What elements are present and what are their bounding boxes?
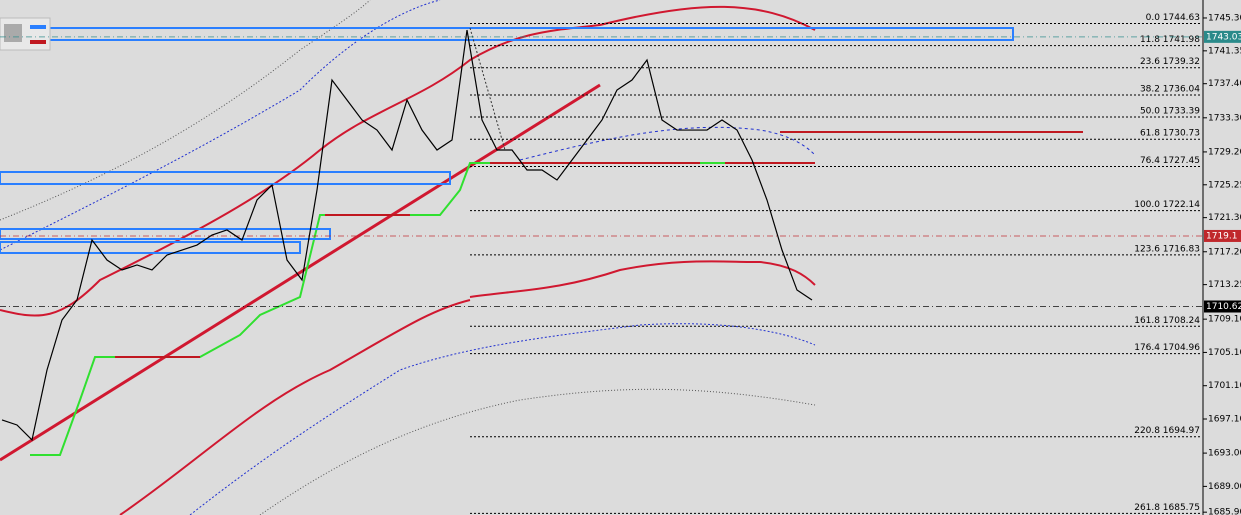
y-tick-label: 1713.25 — [1208, 280, 1241, 290]
y-tick-label: 1737.40 — [1208, 79, 1241, 89]
price-tag — [1204, 30, 1241, 43]
fib-level: 61.8 — [1140, 129, 1160, 139]
fib-price: 1694.97 — [1163, 426, 1200, 436]
y-tick-label: 1709.10 — [1208, 315, 1241, 325]
fib-level: 0.0 — [1146, 13, 1161, 23]
toolbox[interactable] — [0, 17, 51, 51]
price-tag-label: 1710.62 — [1206, 302, 1241, 312]
y-tick-label: 1733.30 — [1208, 113, 1241, 123]
fib-level: 161.8 — [1134, 316, 1160, 326]
fib-level: 76.4 — [1140, 156, 1160, 166]
fib-price: 1739.32 — [1163, 57, 1200, 67]
fib-level: 50.0 — [1140, 107, 1160, 117]
y-tick-label: 1729.20 — [1208, 147, 1241, 157]
fib-level: 261.8 — [1134, 503, 1160, 513]
price-tag-label: 1743.03 — [1206, 32, 1241, 42]
fib-price: 1708.24 — [1163, 316, 1200, 326]
fib-price: 1722.14 — [1163, 200, 1200, 210]
fib-price: 1704.96 — [1163, 343, 1200, 353]
fib-price: 1744.63 — [1163, 13, 1200, 23]
fib-level: 220.8 — [1134, 426, 1160, 436]
y-tick-label: 1701.10 — [1208, 381, 1241, 391]
fib-level: 38.2 — [1140, 85, 1160, 95]
fib-price: 1716.83 — [1163, 244, 1200, 254]
indicators — [0, 0, 1083, 515]
y-tick-label: 1693.00 — [1208, 449, 1241, 459]
fib-price: 1730.73 — [1163, 129, 1200, 139]
y-tick-label: 1745.30 — [1208, 13, 1241, 23]
y-tick-label: 1705.10 — [1208, 348, 1241, 358]
fib-level: 11.8 — [1140, 35, 1160, 45]
price-line-series — [1, 29, 813, 442]
y-tick-label: 1725.25 — [1208, 180, 1241, 190]
fib-level: 123.6 — [1134, 244, 1160, 254]
fib-price: 1685.75 — [1163, 503, 1200, 513]
y-tick-label: 1721.30 — [1208, 213, 1241, 223]
y-tick-label: 1741.35 — [1208, 46, 1241, 56]
y-tick-label: 1689.00 — [1208, 482, 1241, 492]
y-tick-label: 1697.10 — [1208, 414, 1241, 424]
y-tick-label: 1685.90 — [1208, 508, 1241, 515]
price-tag — [1204, 229, 1241, 242]
fib-level: 100.0 — [1134, 200, 1160, 210]
fib-price: 1741.98 — [1163, 35, 1200, 45]
fib-price: 1727.45 — [1163, 156, 1200, 166]
fib-level: 23.6 — [1140, 57, 1160, 67]
y-tick-label: 1717.20 — [1208, 247, 1241, 257]
price-tag — [1204, 300, 1241, 313]
fib-price: 1733.39 — [1163, 107, 1200, 117]
price-tag-label: 1719.1 — [1206, 231, 1238, 241]
fib-level: 176.4 — [1134, 343, 1160, 353]
fib-price: 1736.04 — [1163, 85, 1200, 95]
